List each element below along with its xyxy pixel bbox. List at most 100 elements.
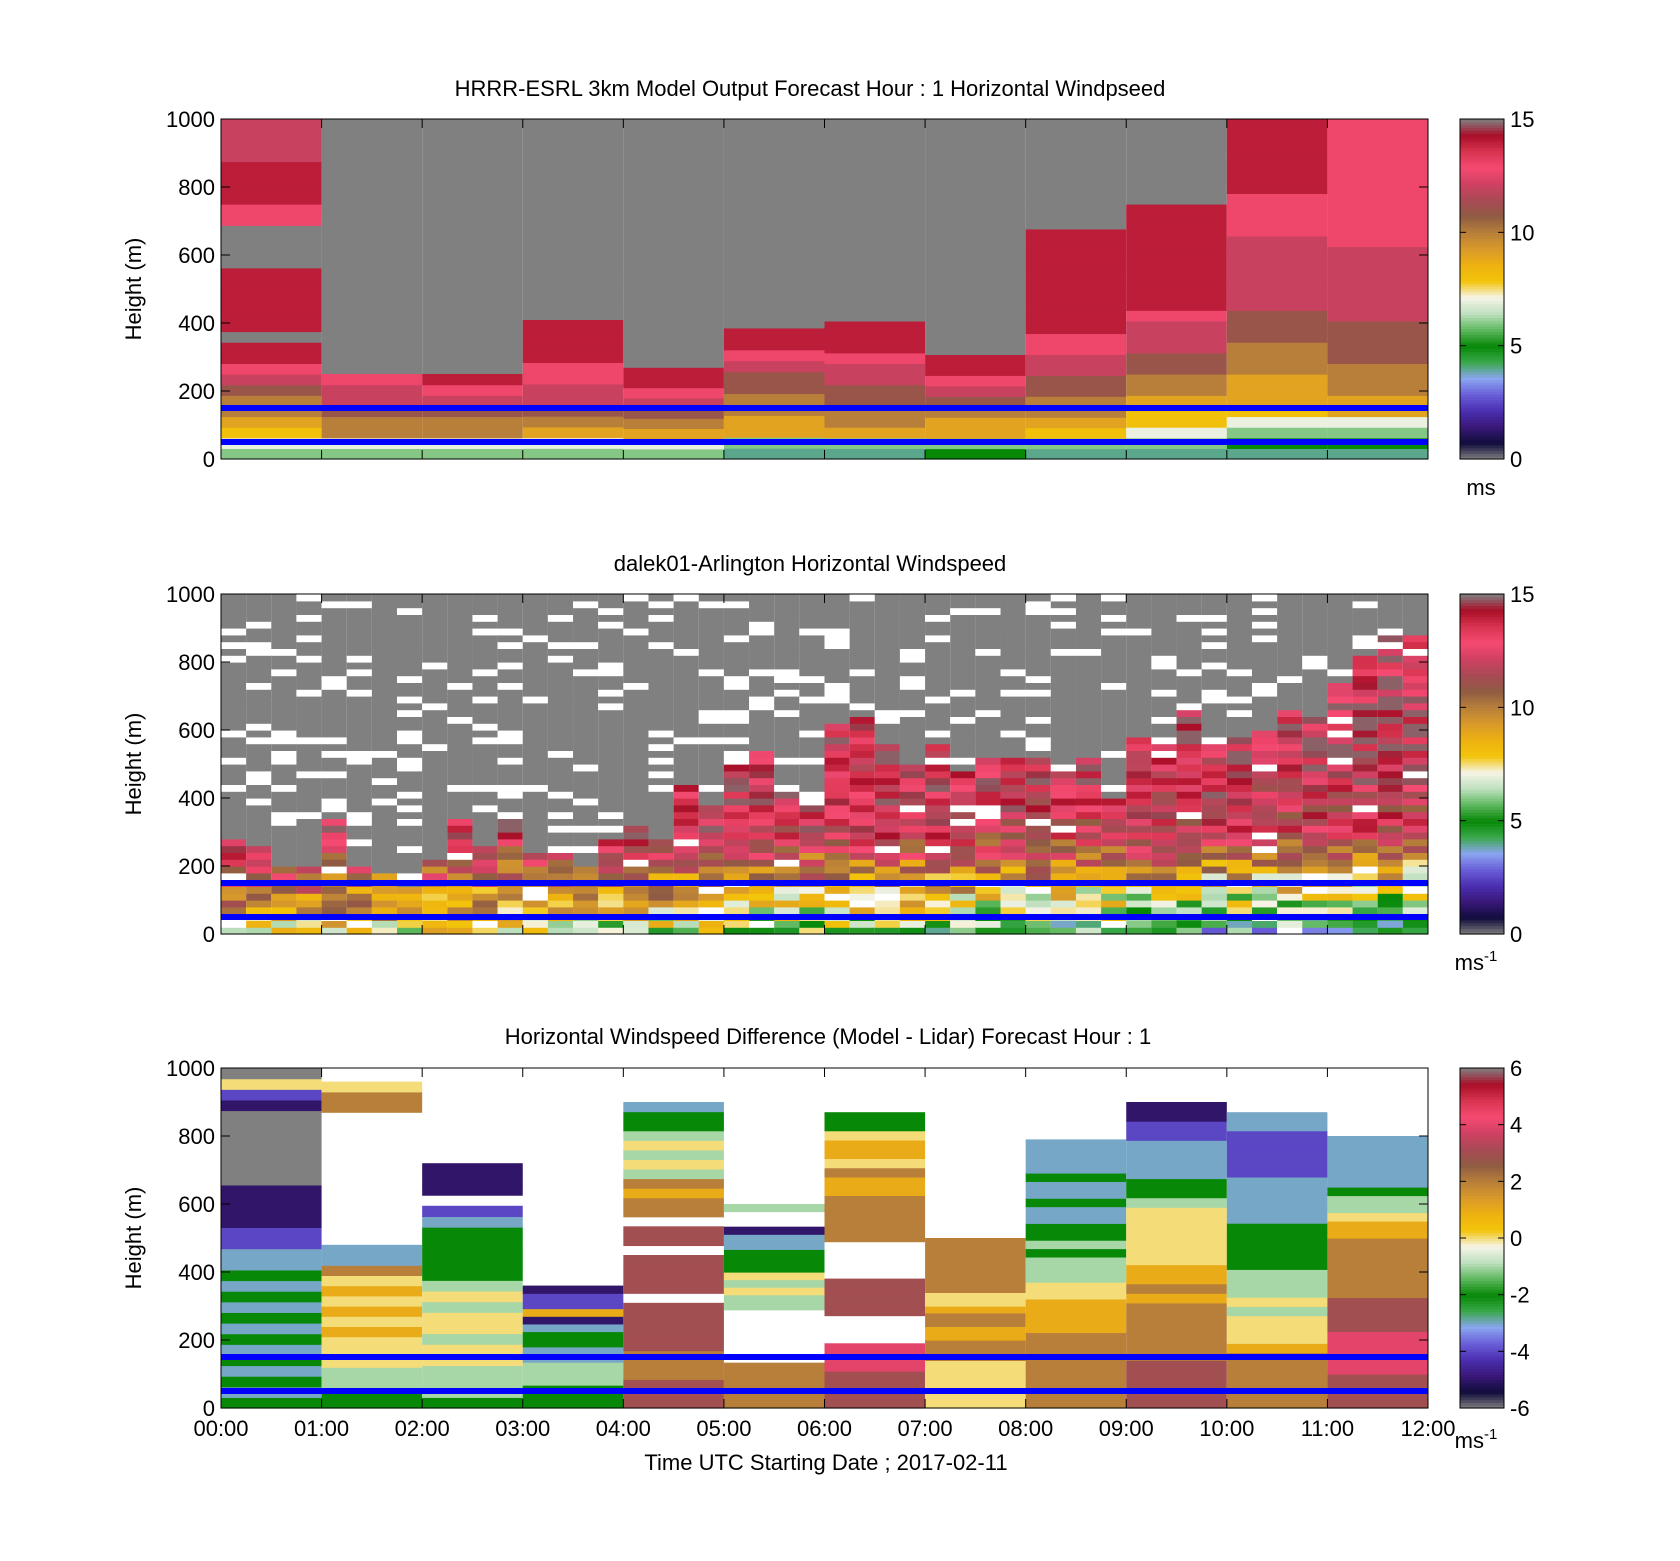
heatmap-cell — [774, 777, 800, 785]
heatmap-cell — [648, 906, 674, 915]
heatmap-cell — [623, 641, 649, 649]
heatmap-cell — [1402, 770, 1428, 779]
heatmap-cell — [975, 600, 1001, 609]
heatmap-cell — [221, 777, 247, 785]
heatmap-cell — [346, 628, 372, 636]
heatmap-cell — [723, 621, 750, 629]
heatmap-cell — [1251, 920, 1278, 928]
heatmap-cell — [899, 757, 926, 765]
heatmap-cell — [1025, 417, 1127, 429]
heatmap-cell — [849, 791, 875, 799]
heatmap-cell — [296, 689, 322, 697]
heatmap-cell — [774, 866, 800, 874]
heatmap-cell — [1151, 594, 1177, 602]
heatmap-cell — [598, 709, 624, 717]
heatmap-cell — [698, 628, 724, 636]
heatmap-cell — [1176, 852, 1202, 860]
heatmap-cell — [472, 764, 498, 772]
heatmap-cell — [221, 832, 247, 840]
heatmap-cell — [1201, 825, 1227, 833]
heatmap-cell — [447, 594, 473, 602]
heatmap-cell — [397, 791, 423, 799]
heatmap-cell — [547, 845, 574, 853]
heatmap-cell — [1101, 784, 1127, 792]
heatmap-cell — [1251, 641, 1278, 649]
heatmap-cell — [1402, 906, 1428, 915]
heatmap-cell — [497, 736, 523, 745]
heatmap-cell — [874, 770, 900, 779]
heatmap-cell — [723, 662, 750, 670]
colorbar-swatch — [1460, 439, 1504, 443]
heatmap-cell — [246, 702, 272, 711]
heatmap-cell — [1151, 730, 1177, 738]
heatmap-cell — [547, 675, 574, 683]
heatmap-cell — [799, 621, 825, 629]
heatmap-cell — [1025, 1282, 1127, 1292]
heatmap-cell — [547, 804, 574, 813]
heatmap-cell — [723, 689, 750, 697]
heatmap-cell — [874, 594, 900, 602]
heatmap-cell — [598, 811, 624, 819]
heatmap-cell — [522, 791, 548, 799]
heatmap-cell — [1101, 825, 1127, 833]
heatmap-cell — [723, 757, 750, 765]
heatmap-cell — [925, 1292, 1026, 1300]
heatmap-cell — [371, 634, 398, 643]
heatmap-cell — [1402, 675, 1428, 683]
heatmap-cell — [1302, 920, 1328, 928]
heatmap-cell — [698, 621, 724, 629]
heatmap-cell — [221, 150, 322, 163]
heatmap-cell — [899, 777, 926, 785]
heatmap-cell — [1226, 709, 1252, 717]
heatmap-cell — [447, 791, 473, 799]
heatmap-cell — [723, 893, 750, 901]
heatmap-cell — [1402, 852, 1428, 860]
heatmap-cell — [899, 689, 926, 697]
heatmap-cell — [573, 886, 599, 894]
heatmap-cell — [321, 1265, 423, 1276]
heatmap-cell — [497, 845, 523, 853]
heatmap-cell — [346, 614, 372, 622]
heatmap-cell — [849, 804, 875, 813]
heatmap-cell — [422, 1280, 523, 1292]
heatmap-cell — [799, 893, 825, 901]
heatmap-cell — [447, 634, 473, 643]
heatmap-cell — [447, 872, 473, 881]
heatmap-cell — [1377, 621, 1403, 629]
heatmap-cell — [723, 1234, 825, 1243]
heatmap-cell — [321, 736, 347, 745]
colorbar-swatch — [1460, 783, 1504, 788]
heatmap-cell — [723, 927, 750, 935]
heatmap-cell — [1377, 927, 1403, 935]
heatmap-cell — [1327, 614, 1353, 622]
heatmap-cell — [1201, 886, 1227, 894]
heatmap-cell — [1327, 1365, 1428, 1375]
heatmap-cell — [296, 764, 322, 772]
heatmap-cell — [1201, 872, 1227, 881]
heatmap-cell — [221, 838, 247, 847]
colorbar-swatch — [1460, 348, 1504, 352]
colorbar-swatch — [1460, 775, 1504, 779]
heatmap-cell — [1101, 852, 1127, 860]
colorbar-tick-label: 5 — [1510, 334, 1522, 359]
colorbar-swatch — [1460, 289, 1504, 293]
heatmap-cell — [598, 804, 624, 813]
heatmap-cell — [1151, 804, 1177, 813]
heatmap-cell — [698, 648, 724, 656]
heatmap-cell — [321, 709, 347, 717]
heatmap-cell — [447, 662, 473, 670]
heatmap-cell — [422, 1227, 523, 1239]
heatmap-cell — [1226, 791, 1252, 799]
heatmap-cell — [824, 1213, 926, 1224]
heatmap-cell — [899, 893, 926, 901]
heatmap-cell — [497, 927, 523, 935]
heatmap-cell — [397, 696, 423, 704]
y-tick-label: 1000 — [166, 1056, 215, 1081]
heatmap-cell — [1126, 791, 1152, 799]
heatmap-cell — [321, 416, 423, 428]
heatmap-cell — [723, 675, 750, 683]
heatmap-cell — [1327, 204, 1428, 216]
heatmap-cell — [1075, 736, 1102, 745]
heatmap-cell — [422, 1354, 523, 1367]
heatmap-cell — [1327, 607, 1353, 615]
